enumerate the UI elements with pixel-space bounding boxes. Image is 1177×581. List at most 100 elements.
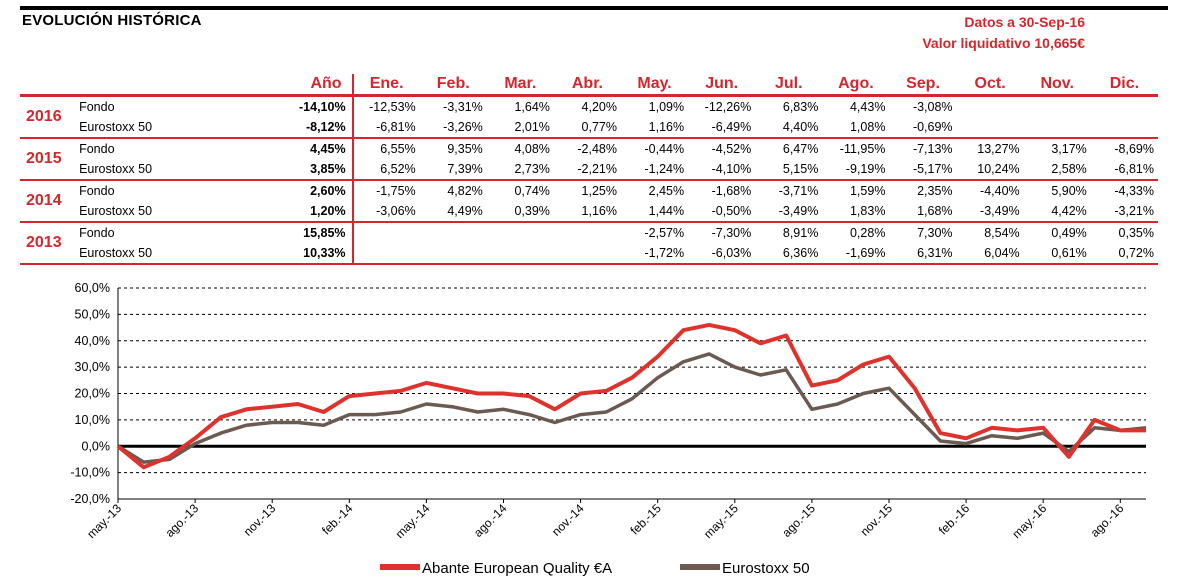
row-label: Eurostoxx 50 — [75, 159, 226, 181]
header-spacer — [75, 74, 226, 97]
month-value: 1,68% — [889, 201, 957, 223]
month-value: 2,45% — [648, 184, 685, 198]
y-tick-label: 0,0% — [82, 439, 111, 453]
table-row: 2014 Fondo 2,60% -1,75% 4,82% 0,74% 1,25% 2,45%… — [20, 180, 1158, 223]
month-value: -3,49% — [755, 201, 823, 223]
month-value: 9,35% — [447, 142, 483, 156]
month-value: 7,30% — [917, 226, 953, 240]
month-value: 0,39% — [486, 201, 554, 223]
year-total: 4,45% — [225, 138, 354, 159]
year-total: -14,10% — [225, 95, 354, 117]
month-value: 6,36% — [755, 243, 823, 265]
month-value: -4,40% — [980, 184, 1020, 198]
row-label: Eurostoxx 50 — [75, 201, 226, 223]
x-tick-label: may.-13 — [84, 501, 124, 541]
month-value: 1,16% — [621, 117, 689, 139]
month-value: -4,52% — [711, 142, 752, 156]
month-value: 2,58% — [1023, 159, 1091, 181]
month-value: -1,68% — [711, 184, 752, 198]
month-value — [353, 222, 420, 243]
month-value: 5,90% — [1051, 184, 1087, 198]
year-total: 10,33% — [225, 243, 354, 265]
month-value: 4,08% — [514, 142, 550, 156]
month-value: -0,44% — [644, 142, 685, 156]
x-tick-label: nov.-13 — [241, 501, 279, 539]
month-value: -6,03% — [688, 243, 756, 265]
month-value: -7,13% — [912, 142, 953, 156]
month-column-header: Abr. — [553, 74, 621, 97]
y-tick-label: -20,0% — [70, 492, 110, 506]
month-value: 0,28% — [849, 226, 886, 240]
month-value: 2,35% — [917, 184, 953, 198]
month-value: -2,48% — [577, 142, 617, 156]
month-value: 8,91% — [782, 226, 819, 240]
table-header-row: Año Ene. Feb. Mar. Abr. May. Jun. Jul. Ago. Sep. O… — [20, 74, 1158, 97]
month-value — [554, 222, 621, 243]
month-value: 4,43% — [849, 100, 886, 114]
month-value — [1023, 117, 1091, 139]
x-tick-label: feb.-16 — [936, 501, 973, 538]
table-row: Eurostoxx 50 10,33% -1,72% -6,03% 6,36% -1,69… — [20, 243, 1158, 265]
month-value: -0,50% — [688, 201, 756, 223]
month-value: -11,95% — [839, 142, 886, 156]
month-value: 6,47% — [782, 142, 819, 156]
year-label: 2016 — [20, 95, 76, 139]
month-value: 1,09% — [648, 100, 685, 114]
year-label: 2014 — [20, 180, 76, 223]
month-value: 8,54% — [984, 226, 1020, 240]
month-value: -2,21% — [553, 159, 621, 181]
x-tick-label: ago.-14 — [471, 501, 510, 540]
table-row: Eurostoxx 50 1,20% -3,06% 4,49% 0,39% 1,16% 1,… — [20, 201, 1158, 223]
month-value: -3,08% — [912, 100, 953, 114]
month-value: 5,15% — [755, 159, 823, 181]
month-column-header: Sep. — [889, 74, 957, 97]
performance-table: Año Ene. Feb. Mar. Abr. May. Jun. Jul. Ago. Sep. O… — [20, 74, 1158, 265]
x-tick-label: feb.-15 — [628, 501, 665, 538]
month-value: 4,49% — [419, 201, 487, 223]
month-value: -12,26% — [704, 100, 752, 114]
month-value: 7,39% — [419, 159, 487, 181]
year-total: 3,85% — [225, 159, 354, 181]
table-row: 2016 Fondo -14,10% -12,53% -3,31% 1,64% 4,20% 1… — [20, 95, 1158, 139]
y-tick-label: 60,0% — [75, 281, 110, 295]
row-label: Fondo — [79, 184, 115, 198]
x-tick-label: may.-15 — [701, 501, 741, 541]
month-column-header: Jun. — [688, 74, 756, 97]
month-value — [1091, 96, 1158, 118]
page-title: EVOLUCIÓN HISTÓRICA — [22, 12, 202, 29]
month-value: 0,74% — [514, 184, 550, 198]
row-label: Eurostoxx 50 — [75, 117, 226, 139]
month-column-header: Jul. — [755, 74, 823, 97]
month-column-header: Ene. — [352, 74, 420, 97]
month-value: -6,49% — [688, 117, 756, 139]
year-label: 2013 — [20, 222, 76, 265]
month-value: 4,82% — [447, 184, 483, 198]
month-value: 10,24% — [956, 159, 1024, 181]
x-tick-label: ago.-15 — [779, 501, 818, 540]
month-value: 1,64% — [514, 100, 550, 114]
month-value — [487, 222, 554, 243]
y-tick-label: 10,0% — [75, 413, 110, 427]
month-value: 6,52% — [352, 159, 420, 181]
table-row: Eurostoxx 50 -8,12% -6,81% -3,26% 2,01% 0,77%… — [20, 117, 1158, 139]
month-value: -3,31% — [443, 100, 483, 114]
month-value: 1,08% — [822, 117, 890, 139]
month-value — [956, 117, 1024, 139]
month-value: 1,83% — [822, 201, 890, 223]
month-value: 6,31% — [889, 243, 957, 265]
month-value: -9,19% — [822, 159, 890, 181]
month-value: 1,44% — [621, 201, 689, 223]
year-column-header: Año — [225, 74, 354, 97]
year-total: 1,20% — [225, 201, 354, 223]
month-value: 0,72% — [1090, 243, 1158, 265]
month-value: -3,49% — [956, 201, 1024, 223]
x-tick-label: nov.-14 — [549, 501, 587, 539]
y-tick-label: 40,0% — [75, 334, 110, 348]
month-value: 1,25% — [581, 184, 617, 198]
legend-label: Eurostoxx 50 — [722, 560, 810, 577]
month-value: -8,69% — [1114, 142, 1154, 156]
row-label: Fondo — [79, 226, 115, 240]
month-column-header: Oct. — [956, 74, 1024, 97]
month-value: 3,17% — [1051, 142, 1087, 156]
year-label: 2015 — [20, 138, 76, 181]
